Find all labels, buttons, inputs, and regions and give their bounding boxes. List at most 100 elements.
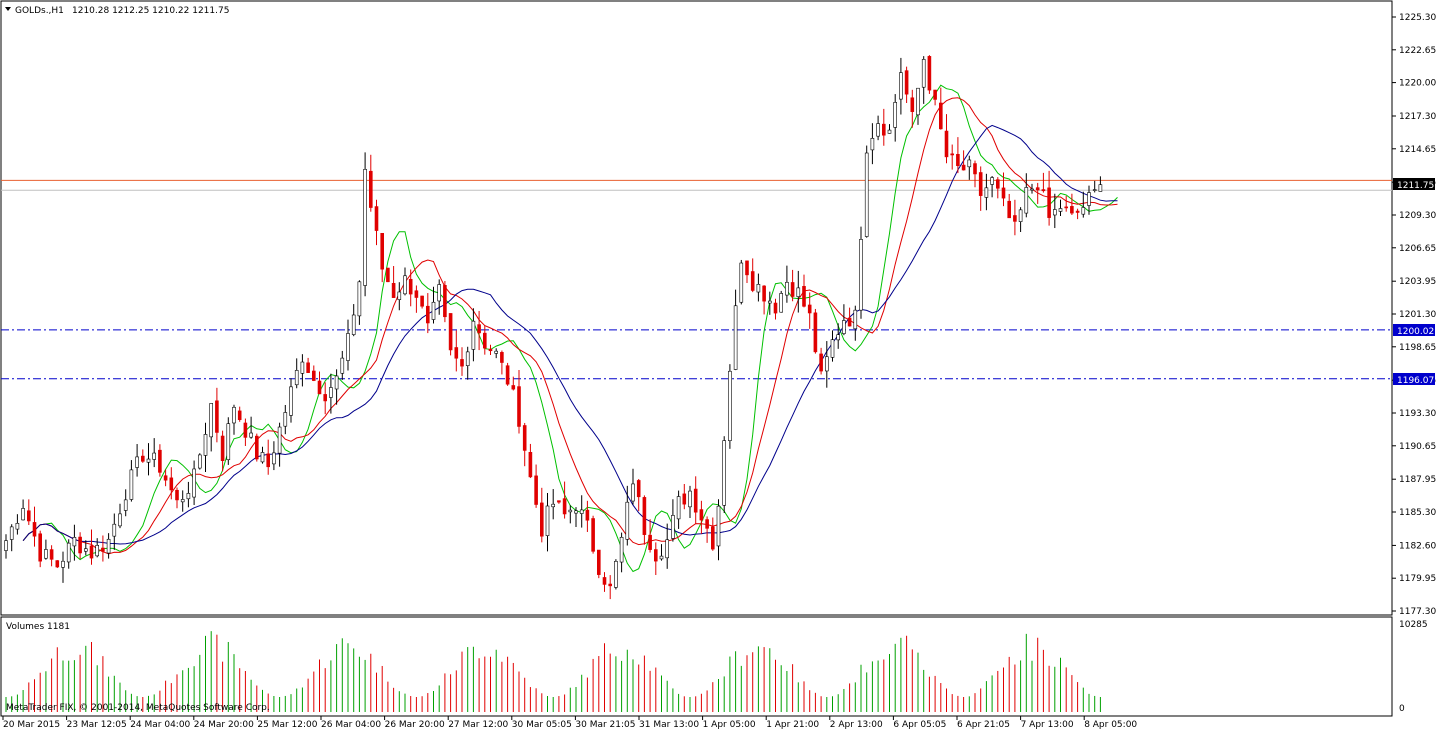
candle-body xyxy=(38,533,43,562)
candle-body xyxy=(864,152,869,237)
candle-body xyxy=(283,412,288,427)
candle-body xyxy=(431,301,436,320)
candle-body xyxy=(551,503,556,508)
candle-body xyxy=(676,496,681,520)
candle-body xyxy=(631,483,635,502)
candle-body xyxy=(995,179,1000,189)
candle-body xyxy=(329,387,333,398)
candle-body xyxy=(836,334,841,341)
y-tick-label: 1209.30 xyxy=(1399,211,1436,221)
candle-body xyxy=(465,351,470,366)
candle-body xyxy=(89,545,94,559)
candle-body xyxy=(767,300,772,304)
candle-body xyxy=(209,403,213,438)
volume-top-label: 10285 xyxy=(1399,620,1428,630)
candle-body xyxy=(961,164,966,171)
candle-body xyxy=(944,130,949,158)
x-tick-label: 6 Apr 05:05 xyxy=(893,720,946,730)
candle-body xyxy=(693,488,698,513)
candle-body xyxy=(745,260,749,276)
candle-body xyxy=(49,549,54,560)
candle-body xyxy=(927,56,932,91)
y-tick-label: 1185.30 xyxy=(1399,508,1436,518)
candle-body xyxy=(534,475,538,505)
candle-body xyxy=(101,547,105,552)
candle-body xyxy=(232,406,236,424)
volume-bars xyxy=(5,631,1101,712)
candle-body xyxy=(1024,187,1029,214)
candle-body xyxy=(796,287,801,297)
y-tick-label: 1182.60 xyxy=(1399,541,1436,551)
candle-body xyxy=(289,386,293,416)
y-tick-label: 1198.65 xyxy=(1399,343,1436,353)
candle-body xyxy=(180,499,185,503)
candle-body xyxy=(522,425,527,451)
candle-body xyxy=(716,505,721,547)
candle-body xyxy=(1035,187,1040,191)
y-tick-label: 1187.95 xyxy=(1399,475,1436,485)
candle-body xyxy=(260,452,265,463)
ma-mid-line xyxy=(22,97,1118,555)
y-tick-label: 1177.30 xyxy=(1399,607,1436,617)
candle-body xyxy=(887,129,892,134)
y-tick-label: 1220.00 xyxy=(1399,79,1436,89)
candle-body xyxy=(323,394,328,402)
candle-body xyxy=(511,385,516,390)
y-tick-label: 1222.65 xyxy=(1399,46,1436,56)
candle-body xyxy=(1047,187,1051,218)
candle-body xyxy=(1070,206,1074,214)
x-tick-label: 8 Apr 05:00 xyxy=(1084,720,1137,730)
candle-body xyxy=(448,313,453,351)
candle-body xyxy=(61,560,65,568)
candle-body xyxy=(163,475,168,481)
candle-body xyxy=(169,477,174,491)
candle-body xyxy=(813,312,818,353)
candle-body xyxy=(545,505,550,536)
candle-body xyxy=(374,206,379,231)
candle-body xyxy=(728,370,732,441)
candle-body xyxy=(317,380,322,395)
candle-body xyxy=(830,339,835,358)
candle-body xyxy=(1098,184,1103,192)
candle-body xyxy=(311,370,316,381)
candle-body xyxy=(591,518,595,552)
candle-body xyxy=(357,281,362,317)
candle-body xyxy=(95,545,99,557)
volume-pane-frame xyxy=(0,616,1393,717)
candle-body xyxy=(386,267,390,283)
candle-body xyxy=(425,305,430,324)
candle-body xyxy=(904,70,909,95)
candle-body xyxy=(84,548,88,552)
candle-body xyxy=(118,513,122,527)
candle-body xyxy=(277,426,282,454)
candle-body xyxy=(585,509,590,521)
y-tick-label: 1214.65 xyxy=(1399,145,1436,155)
y-tick-label: 1203.95 xyxy=(1399,277,1436,287)
candle-body xyxy=(659,555,664,560)
candle-body xyxy=(1075,210,1080,213)
candle-body xyxy=(921,59,926,88)
candle-body xyxy=(26,510,31,522)
level-tag-1 xyxy=(1393,324,1435,336)
x-tick-label: 1 Apr 21:00 xyxy=(766,720,819,730)
price-pane-frame xyxy=(0,0,1393,616)
candle-body xyxy=(579,509,584,514)
candle-body xyxy=(1092,189,1097,191)
candle-body xyxy=(853,309,858,330)
triangle-down-icon[interactable] xyxy=(5,7,11,11)
candle-body xyxy=(648,534,652,550)
candle-body xyxy=(682,493,687,505)
level-label-2: 1196.07 xyxy=(1397,376,1434,386)
candle-body xyxy=(1053,209,1057,216)
candle-body xyxy=(408,278,413,295)
candle-body xyxy=(237,410,242,420)
candle-body xyxy=(192,468,196,498)
candle-body xyxy=(340,357,345,374)
y-tick-label: 1206.65 xyxy=(1399,244,1436,254)
candle-body xyxy=(158,449,162,473)
candle-body xyxy=(141,455,145,462)
candle-body xyxy=(477,324,481,334)
candle-body xyxy=(460,359,464,367)
